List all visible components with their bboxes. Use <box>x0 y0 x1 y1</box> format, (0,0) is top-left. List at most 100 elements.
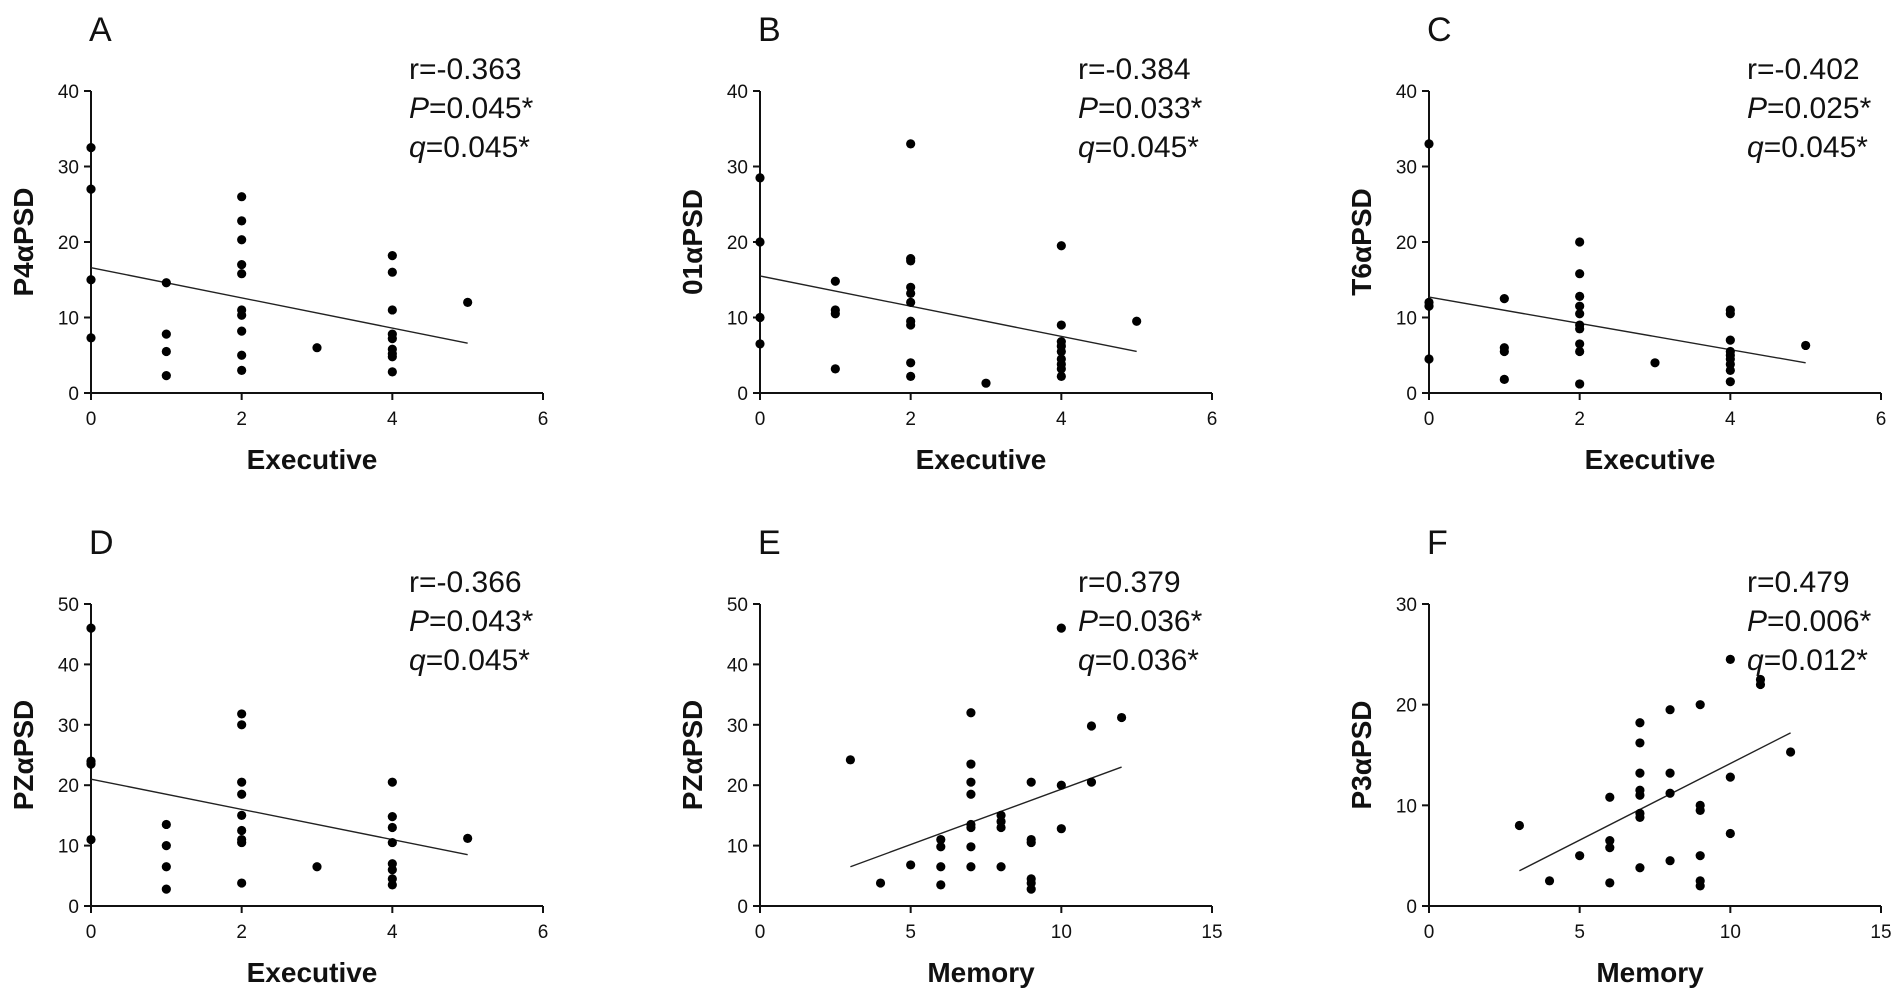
x-tick-label: 4 <box>387 409 398 430</box>
data-point <box>1575 269 1585 279</box>
data-point <box>1056 241 1066 251</box>
data-point <box>1424 139 1434 149</box>
stat-p-label: P <box>1078 92 1098 125</box>
x-axis-title: Executive <box>247 444 378 475</box>
x-tick-label: 10 <box>1720 922 1741 943</box>
data-point <box>1725 828 1735 839</box>
data-point <box>387 822 397 833</box>
data-point <box>906 320 916 330</box>
data-point <box>387 812 397 822</box>
data-point <box>1056 346 1066 357</box>
data-point <box>1725 377 1735 387</box>
data-point <box>966 862 976 872</box>
panel-letter: E <box>758 524 781 562</box>
panel-letter: C <box>1427 11 1452 49</box>
regression-line <box>1519 732 1791 872</box>
x-tick-label: 5 <box>905 922 916 943</box>
stat-q-label: q <box>1078 131 1095 164</box>
stat-p: P=0.036* <box>1078 605 1203 638</box>
x-axis-title: Executive <box>1585 444 1716 475</box>
x-tick-label: 0 <box>86 409 97 430</box>
y-tick-label: 20 <box>58 233 79 254</box>
regression-line <box>1428 296 1806 364</box>
data-point <box>387 865 397 875</box>
data-point <box>237 878 247 888</box>
data-point <box>1575 379 1585 389</box>
data-point <box>1635 812 1645 823</box>
regression-line <box>90 266 468 344</box>
panel-letter: F <box>1427 524 1448 562</box>
data-point <box>161 278 171 288</box>
data-point <box>1575 309 1585 319</box>
data-point <box>1635 718 1645 728</box>
y-tick-label: 30 <box>1396 158 1417 179</box>
data-point <box>1086 777 1097 787</box>
x-tick-label: 15 <box>1201 922 1222 943</box>
x-tick-label: 2 <box>236 409 247 430</box>
y-tick-label: 40 <box>1396 82 1417 103</box>
data-point <box>906 139 916 149</box>
data-point <box>387 352 397 362</box>
data-point <box>161 884 171 894</box>
x-tick-label: 2 <box>1574 409 1585 430</box>
data-point <box>1665 768 1675 778</box>
data-point <box>237 810 247 821</box>
data-point <box>1635 790 1645 800</box>
data-point <box>906 288 916 298</box>
stat-q-value: =0.045* <box>426 131 531 164</box>
data-point <box>387 267 397 277</box>
y-tick-label: 10 <box>727 837 748 858</box>
data-point <box>1695 881 1705 891</box>
data-point <box>161 819 171 830</box>
data-point <box>86 275 96 285</box>
data-point <box>906 297 916 307</box>
data-point <box>86 333 96 343</box>
data-point <box>1056 364 1066 374</box>
data-point <box>936 842 946 852</box>
y-axis-title: 01αPSD <box>677 189 708 295</box>
x-tick-label: 4 <box>1056 409 1067 430</box>
data-point <box>1725 365 1735 375</box>
data-point <box>1605 792 1615 802</box>
data-point <box>966 759 976 769</box>
stat-p-value: =0.036* <box>1098 605 1203 638</box>
data-point <box>966 708 976 718</box>
stat-r: r=0.479 <box>1747 566 1850 599</box>
x-tick-label: 4 <box>1725 409 1736 430</box>
data-point <box>161 841 171 851</box>
data-point <box>936 880 946 890</box>
data-point <box>387 880 397 890</box>
stat-p-label: P <box>1747 92 1767 125</box>
data-point <box>387 334 397 344</box>
stat-p-value: =0.045* <box>429 92 534 125</box>
data-point <box>755 173 765 183</box>
stat-q-label: q <box>409 131 426 164</box>
y-tick-label: 10 <box>58 837 79 858</box>
data-point <box>755 339 765 349</box>
data-point <box>1575 346 1585 357</box>
data-point <box>1695 805 1705 815</box>
data-point <box>237 825 247 836</box>
x-tick-label: 0 <box>1424 922 1435 943</box>
data-point <box>1575 339 1585 349</box>
data-point <box>996 822 1006 833</box>
stat-r: r=-0.363 <box>409 53 522 86</box>
stat-p-value: =0.006* <box>1767 605 1872 638</box>
data-point <box>906 371 916 381</box>
panel-letter: B <box>758 11 781 49</box>
data-point <box>387 250 397 261</box>
data-point <box>1786 747 1796 757</box>
data-point <box>845 755 856 765</box>
stat-p-label: P <box>1747 605 1767 638</box>
y-tick-label: 30 <box>727 716 748 737</box>
data-point <box>237 260 247 270</box>
y-axis-title: P3αPSD <box>1346 700 1377 809</box>
data-point <box>1725 654 1735 664</box>
x-tick-label: 0 <box>755 409 766 430</box>
stat-q-label: q <box>1747 131 1764 164</box>
data-point <box>161 862 171 872</box>
stat-p-value: =0.025* <box>1767 92 1872 125</box>
data-point <box>1132 316 1142 326</box>
